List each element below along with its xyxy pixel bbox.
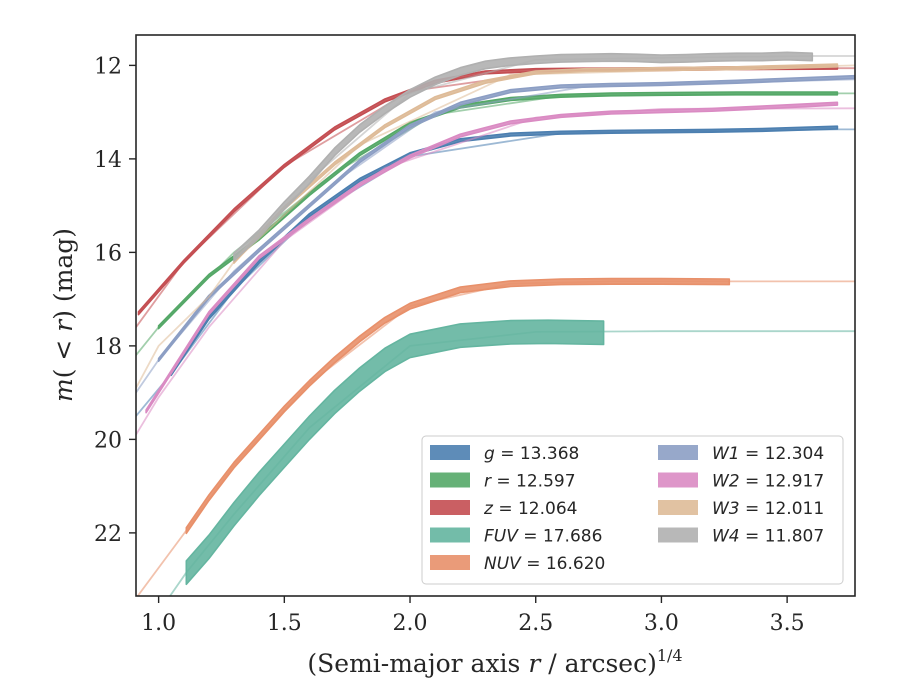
legend-item-z: z = 12.064 [430,499,577,519]
legend-label-w4: W4 = 11.807 [712,527,824,547]
legend-label-z: z = 12.064 [483,499,577,519]
series-r-band [157,91,839,330]
legend-swatch-nuv [430,555,470,570]
series-w2-band [145,101,839,414]
plot-frame [135,34,856,597]
legend-box [421,435,844,585]
x-tick-label: 3.0 [644,611,679,636]
legend-label-fuv: FUV = 17.686 [484,527,602,547]
series-w1 [136,74,855,394]
series-w2 [136,101,855,436]
x-tick-label: 2.0 [393,611,428,636]
legend-item-w2: W2 = 12.917 [658,472,824,492]
x-tick-label: 3.5 [770,611,805,636]
series-w3 [136,63,855,389]
legend-item-g: g = 13.368 [430,444,579,464]
y-tick-label: 12 [94,54,122,79]
legend-swatch-w1 [658,445,698,460]
series-fuv-band [185,319,605,586]
series-nuv-band [185,277,731,535]
legend-label-w1: W1 = 12.304 [712,444,824,464]
legend: g = 13.368 r = 12.597 z = 12.064 FUV = 17.6… [421,435,844,585]
y-tick-label: 14 [94,148,122,173]
series-g-band [170,125,839,377]
series-w4-band [233,51,814,262]
x-tick-label: 1.0 [141,611,176,636]
legend-swatch-w2 [658,472,698,488]
legend-item-fuv: FUV = 17.686 [430,527,602,547]
legend-item-nuv: NUV = 16.620 [430,554,605,574]
legend-swatch-fuv [430,527,470,543]
series-w1-band [157,74,855,363]
series-nuv [136,277,855,596]
legend-label-r: r = 12.597 [484,472,576,492]
legend-item-r: r = 12.597 [430,472,576,492]
legend-swatch-w3 [658,500,698,515]
legend-swatch-z [430,500,470,515]
legend-label-nuv: NUV = 16.620 [484,554,605,574]
legend-swatch-r [430,472,470,488]
y-tick-label: 16 [94,241,122,266]
legend-swatch-w4 [658,527,698,543]
legend-label-w3: W3 = 12.011 [712,499,824,519]
axes: 1.0 1.5 2.0 2.5 3.0 3.5 12 14 16 18 20 22 [94,54,805,636]
series-z-band [137,65,839,316]
series-fuv [168,319,855,596]
legend-item-w3: W3 = 12.011 [658,499,824,519]
x-tick-label: 2.5 [518,611,553,636]
series-w3-band [233,63,839,264]
x-tick-label: 1.5 [267,611,302,636]
y-axis-title: m( < r) (mag) [49,228,78,402]
legend-label-g: g = 13.368 [484,444,579,464]
series-w4 [233,51,855,262]
legend-swatch-g [430,445,470,460]
y-tick-label: 22 [94,522,122,547]
plot-area [136,51,855,596]
legend-item-w1: W1 = 12.304 [658,444,824,464]
y-tick-label: 18 [94,335,122,360]
y-tick-label: 20 [94,428,122,453]
legend-label-w2: W2 = 12.917 [712,472,824,492]
x-axis-title: (Semi-major axis r / arcsec)1/4 [307,646,682,678]
legend-item-w4: W4 = 11.807 [658,527,824,547]
